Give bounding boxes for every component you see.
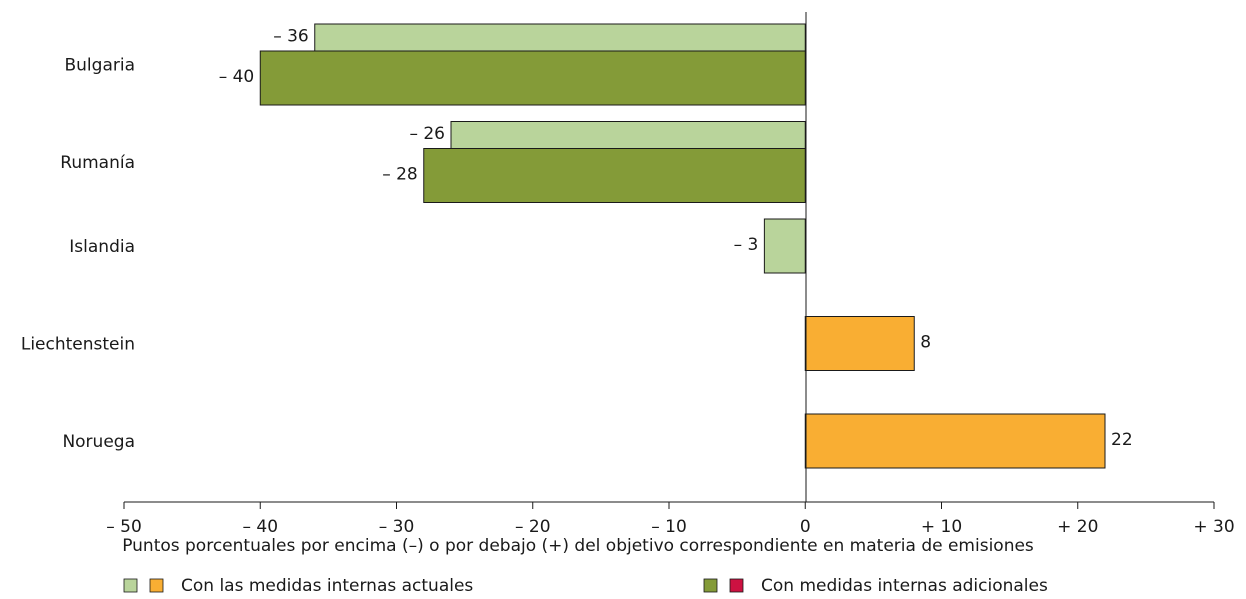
value-label-current-rumania: – 26 [409, 124, 445, 144]
value-label-additional-rumania: – 28 [382, 165, 418, 185]
bar-current-liechtenstein [804, 316, 915, 371]
axes-layer: – 50 – 40 – 30 – 20 – 10 0 + 10 + 20 + 30 [106, 12, 1235, 537]
x-tick-label-1: – 40 [242, 517, 278, 537]
bar-current-bulgaria [314, 23, 806, 52]
value-label-current-noruega: 22 [1111, 430, 1133, 450]
bar-additional-bulgaria [259, 50, 806, 106]
legend-label-1: Con medidas internas adicionales [761, 576, 1048, 596]
bar-current-islandia [763, 218, 806, 274]
category-label-noruega: Noruega [62, 432, 135, 452]
x-tick-label-2: – 30 [379, 517, 415, 537]
legend-swatch-1-1 [729, 578, 744, 593]
category-label-islandia: Islandia [69, 237, 135, 257]
x-tick-label-5: 0 [800, 517, 811, 537]
x-tick-label-3: – 20 [515, 517, 551, 537]
category-label-rumania: Rumanía [60, 153, 135, 173]
value-label-current-bulgaria: – 36 [273, 27, 309, 47]
category-label-liechtenstein: Liechtenstein [21, 335, 135, 355]
bar-additional-rumania [423, 148, 806, 203]
value-label-current-islandia: – 3 [734, 235, 759, 255]
legend-swatch-0-0 [123, 578, 138, 593]
value-label-additional-bulgaria: – 40 [219, 67, 255, 87]
category-label-bulgaria: Bulgaria [65, 56, 136, 76]
value-label-current-liechtenstein: 8 [920, 333, 931, 353]
x-tick-label-6: + 10 [921, 517, 962, 537]
legend-swatch-1-0 [703, 578, 718, 593]
bar-current-noruega [804, 413, 1106, 469]
legend-swatch-0-1 [149, 578, 164, 593]
x-tick-label-7: + 20 [1057, 517, 1098, 537]
x-tick-label-4: – 10 [651, 517, 687, 537]
bars-layer: Bulgaria – 36 – 40 Rumanía – 26 – 28 Islandia –… [21, 23, 1133, 469]
legend: Con las medidas internas actuales Con med… [123, 576, 1048, 596]
x-axis-title: Puntos porcentuales por encima (–) o por… [122, 536, 1034, 556]
x-tick-label-8: + 30 [1193, 517, 1234, 537]
bar-current-rumania [450, 121, 806, 149]
legend-label-0: Con las medidas internas actuales [181, 576, 473, 596]
x-tick-label-0: – 50 [106, 517, 142, 537]
